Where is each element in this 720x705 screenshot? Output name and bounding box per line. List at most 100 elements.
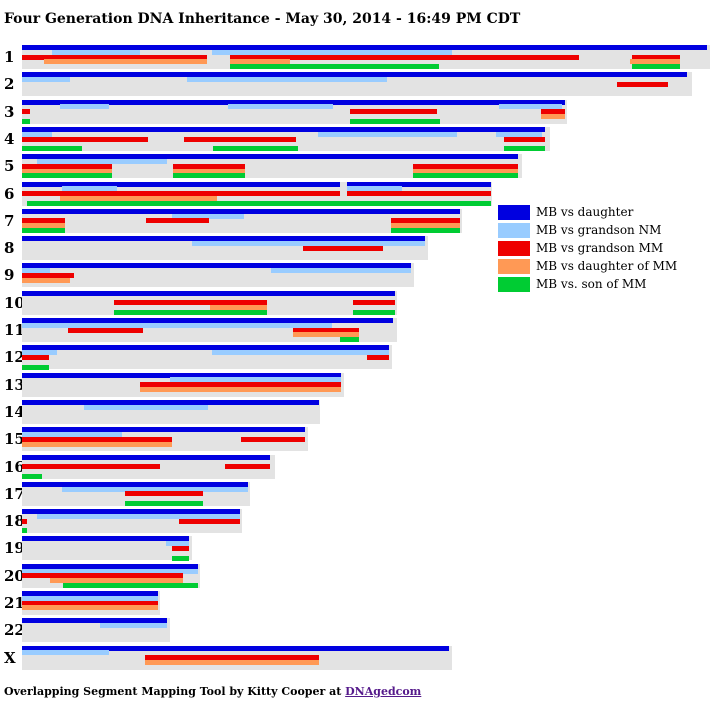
segment-daughter [22, 126, 545, 132]
segment-grandson-nm [62, 486, 248, 492]
segment-daughter [22, 536, 189, 542]
segment-grandson-nm [212, 350, 389, 356]
segment-son-of-mm [350, 118, 440, 124]
chromosome-label-17: 17 [4, 484, 25, 503]
segment-grandson-mm [22, 109, 30, 115]
chromosome-label-18: 18 [4, 512, 25, 531]
legend-swatch [498, 205, 530, 220]
chromosome-label-15: 15 [4, 430, 25, 449]
segment-daughter [22, 154, 518, 160]
segment-son-of-mm [22, 473, 42, 479]
legend-swatch [498, 241, 530, 256]
segment-son-of-mm [391, 228, 460, 233]
segment-grandson-nm [60, 104, 109, 110]
segment-grandson-nm [172, 213, 244, 219]
segment-grandson-nm [347, 186, 402, 192]
segment-daughter-of-mm [173, 168, 245, 174]
segment-daughter-of-mm [60, 195, 217, 201]
footer: Overlapping Segment Mapping Tool by Kitt… [4, 685, 421, 698]
segment-daughter-of-mm [145, 660, 319, 665]
segment-daughter-of-mm [22, 605, 158, 611]
segment-son-of-mm [22, 528, 27, 534]
chromosome-label-10: 10 [4, 293, 25, 312]
segment-son-of-mm [63, 582, 198, 588]
segment-daughter-of-mm [22, 441, 172, 447]
segment-grandson-mm [140, 382, 341, 388]
legend-label: MB vs daughter [536, 205, 634, 219]
segment-daughter-of-mm [44, 59, 207, 65]
segment-son-of-mm [213, 146, 298, 152]
segment-grandson-nm [496, 131, 542, 137]
segment-grandson-nm [22, 568, 198, 574]
segment-grandson-mm [353, 300, 395, 306]
segment-grandson-mm [22, 436, 172, 442]
segment-daughter [22, 563, 198, 569]
legend-swatch [498, 223, 530, 238]
segment-daughter-of-mm [630, 59, 680, 65]
segment-grandson-nm [192, 240, 425, 246]
segment-daughter [22, 318, 393, 323]
chromosome-label-x: X [4, 648, 16, 667]
segment-grandson-mm [22, 273, 74, 278]
segment-grandson-nm [318, 131, 457, 137]
legend-label: MB vs daughter of MM [536, 259, 678, 273]
chromosome-label-7: 7 [4, 211, 15, 230]
chromosome-label-19: 19 [4, 539, 25, 558]
segment-grandson-mm [22, 163, 112, 169]
chromosome-label-9: 9 [4, 266, 15, 285]
chromosome-label-1: 1 [4, 48, 15, 66]
segment-grandson-mm [504, 136, 545, 142]
segment-son-of-mm [632, 64, 680, 70]
segment-daughter [22, 181, 340, 187]
segment-grandson-nm [22, 595, 158, 601]
segment-son-of-mm [22, 146, 82, 152]
segment-son-of-mm [413, 173, 518, 179]
segment-grandson-nm [84, 404, 208, 410]
segment-grandson-mm [68, 327, 143, 333]
chromosome-label-12: 12 [4, 348, 25, 367]
segment-grandson-mm [146, 218, 209, 224]
segment-grandson-nm [22, 131, 52, 137]
legend-label: MB vs grandson MM [536, 241, 664, 255]
segment-grandson-mm [22, 464, 160, 470]
segment-daughter-of-mm [22, 168, 112, 174]
segment-daughter [22, 645, 449, 651]
chromosome-label-22: 22 [4, 621, 25, 640]
dnagedcom-link[interactable]: DNAgedcom [345, 685, 422, 698]
segment-daughter [22, 263, 411, 269]
segment-grandson-mm [22, 136, 148, 142]
segment-grandson-nm [37, 159, 167, 164]
segment-grandson-mm [293, 327, 359, 333]
segment-daughter [22, 618, 167, 624]
segment-grandson-mm [241, 436, 305, 442]
segment-grandson-mm [632, 54, 680, 60]
segment-daughter-of-mm [541, 114, 565, 119]
segment-grandson-nm [22, 268, 50, 274]
legend-label: MB vs grandson NM [536, 223, 662, 237]
segment-grandson-mm [114, 300, 267, 306]
segment-daughter [22, 591, 158, 596]
segment-grandson-nm [52, 49, 140, 55]
segment-grandson-mm [172, 546, 189, 551]
segment-daughter [22, 372, 341, 378]
segment-daughter [22, 45, 707, 50]
segment-grandson-mm [541, 109, 565, 115]
chromosome-label-3: 3 [4, 102, 15, 121]
footer-text: Overlapping Segment Mapping Tool by Kitt… [4, 685, 346, 698]
segment-daughter-of-mm [413, 168, 518, 174]
segment-grandson-mm [22, 573, 183, 579]
segment-grandson-nm [100, 623, 167, 629]
segment-daughter [22, 236, 425, 242]
segment-daughter [22, 454, 270, 460]
segment-grandson-nm [37, 513, 240, 519]
segment-grandson-mm [22, 218, 65, 224]
segment-grandson-mm [145, 655, 319, 661]
segment-daughter-of-mm [210, 305, 267, 311]
segment-grandson-nm [271, 268, 411, 274]
segment-grandson-nm [22, 322, 332, 328]
segment-grandson-mm [303, 245, 383, 251]
segment-son-of-mm [230, 64, 439, 70]
segment-grandson-nm [22, 77, 70, 83]
segment-son-of-mm [22, 228, 65, 233]
segment-daughter [22, 427, 305, 433]
